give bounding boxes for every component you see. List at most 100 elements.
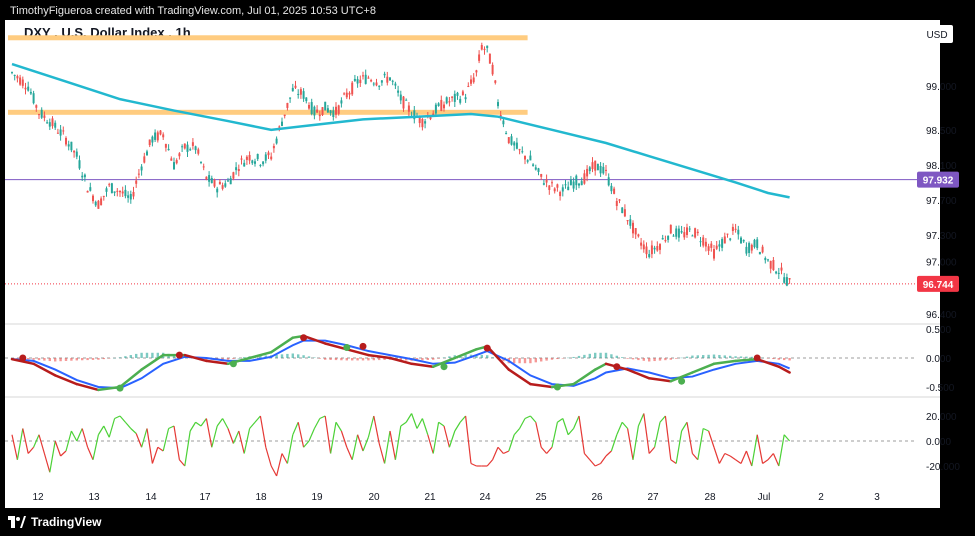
candle-body	[761, 246, 764, 253]
candle-body	[175, 160, 178, 164]
osc-bottom-segment	[367, 415, 375, 438]
candle-body	[464, 97, 467, 100]
osc-bottom-segment	[157, 446, 164, 452]
candle-body	[337, 105, 340, 114]
candle-body	[348, 92, 351, 95]
candle-body	[451, 96, 454, 98]
candle-body	[510, 136, 513, 145]
osc-bottom-segment	[124, 421, 132, 429]
candle-body	[43, 115, 46, 118]
candle-body	[605, 169, 607, 171]
candle-body	[235, 167, 238, 171]
osc-mid-tick-label: 0.500	[926, 325, 951, 336]
candle-body	[21, 79, 24, 86]
osc-histogram-bar	[718, 354, 721, 358]
candle-body	[580, 181, 583, 186]
osc-histogram-bar	[572, 356, 575, 358]
candle-body	[167, 148, 170, 151]
osc-histogram-bar	[669, 358, 672, 360]
candle-body	[413, 110, 416, 120]
candle-body	[715, 245, 718, 249]
osc-bottom-segment	[313, 418, 321, 429]
price-tick-label: 98.100	[926, 161, 957, 172]
osc-histogram-bar	[135, 353, 138, 358]
candle-body	[148, 139, 151, 146]
candle-body	[156, 132, 159, 141]
osc-histogram-bar	[221, 358, 224, 360]
candle-body	[332, 110, 335, 117]
osc-histogram-bar	[588, 353, 591, 358]
osc-histogram-bar	[448, 356, 451, 358]
oscillator-middle: 0.500 0.000 -0.500	[5, 325, 955, 394]
last-price-box	[917, 275, 959, 292]
osc-bottom-segment	[664, 415, 672, 460]
candle-body	[100, 198, 103, 206]
time-tick-label: 12	[32, 492, 44, 503]
osc-histogram-bar	[739, 356, 743, 358]
candle-body	[135, 180, 138, 184]
candle-body	[632, 222, 634, 234]
candle-body	[51, 118, 54, 127]
osc-histogram-bar	[486, 355, 489, 358]
candle-body	[218, 181, 221, 185]
osc-histogram-bar	[615, 355, 618, 358]
osc-slow-line	[11, 339, 790, 390]
candle-body	[699, 241, 702, 243]
osc-histogram-bar	[567, 357, 570, 359]
osc-bottom-segment	[276, 453, 283, 477]
currency-badge[interactable]: USD	[926, 30, 947, 41]
candle-body	[661, 238, 664, 240]
candle-body	[83, 174, 86, 178]
osc-histogram-bar	[172, 354, 176, 358]
osc-fast-segment	[734, 357, 759, 363]
osc-bottom-segment	[270, 465, 278, 477]
osc-histogram-bar	[696, 355, 699, 358]
osc-mid-tick-label: -0.500	[926, 383, 955, 394]
price-tick-label: 97.700	[926, 196, 957, 207]
osc-histogram-bar	[405, 358, 408, 361]
osc-histogram-bar	[664, 358, 667, 361]
osc-histogram-bar	[32, 358, 35, 360]
candle-body	[40, 109, 43, 118]
footer-brand: TradingView	[8, 513, 101, 531]
candle-body	[586, 168, 589, 177]
last-price: 96.744	[5, 275, 959, 292]
candle-body	[461, 91, 464, 96]
candle-body	[532, 164, 535, 166]
candle-body	[669, 224, 672, 234]
candle-body	[16, 76, 19, 79]
candle-body	[505, 132, 508, 134]
candle-body	[750, 244, 753, 251]
osc-histogram-bar	[340, 358, 343, 361]
candle-body	[772, 260, 775, 270]
osc-histogram-bar	[237, 358, 240, 359]
price-axis[interactable]	[940, 20, 975, 508]
osc-bottom-segment	[681, 421, 688, 432]
osc-fast-segment	[323, 342, 349, 351]
chart-area[interactable]	[5, 20, 940, 508]
osc-histogram-bar	[491, 357, 494, 358]
osc-bottom-segment	[691, 453, 699, 461]
candle-body	[524, 155, 526, 160]
candle-body	[256, 154, 259, 160]
osc-histogram-bar	[108, 358, 111, 359]
time-tick-label: 3	[874, 492, 880, 503]
osc-bottom-segment	[735, 459, 742, 464]
candle-body	[513, 142, 516, 146]
osc-fast-segment	[777, 365, 791, 374]
osc-fast-segment	[183, 353, 208, 363]
candle-body	[718, 244, 721, 247]
candle-body	[583, 173, 586, 184]
osc-histogram-bar	[745, 356, 748, 358]
candle-body	[389, 77, 391, 81]
candle-body	[521, 151, 524, 153]
osc-histogram-bar	[561, 358, 564, 359]
candle-body	[32, 93, 35, 104]
osc-fast-segment	[302, 334, 327, 345]
osc-histogram-bar	[324, 358, 327, 360]
candle-body	[86, 190, 89, 193]
osc-bottom-segment	[60, 450, 67, 457]
candle-body	[92, 195, 94, 202]
time-tick-label: 25	[535, 492, 547, 503]
